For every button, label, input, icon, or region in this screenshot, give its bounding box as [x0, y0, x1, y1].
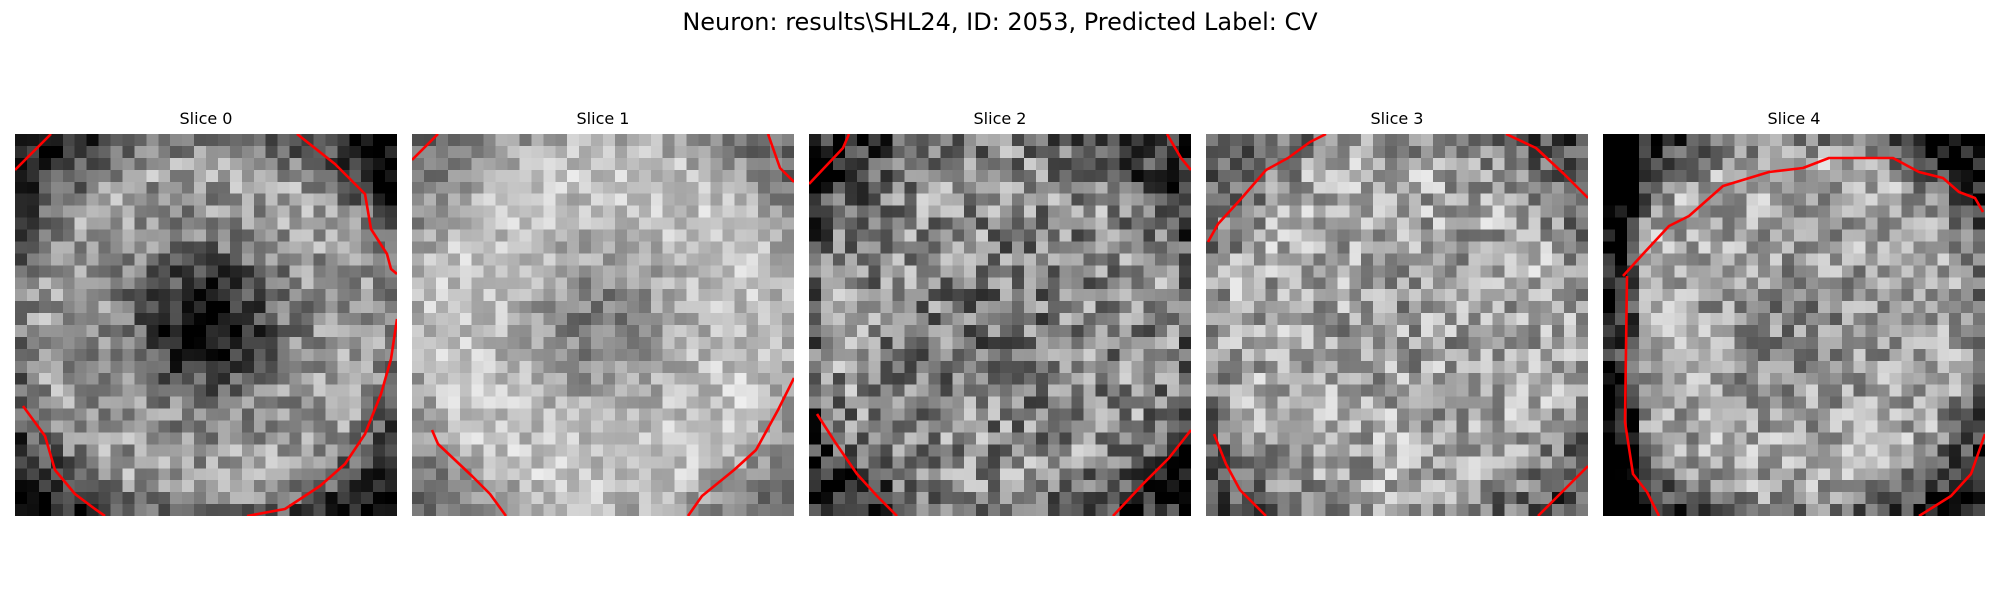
slice-title: Slice 4: [1767, 109, 1821, 128]
contour-line: [21, 405, 106, 516]
contour-line: [1112, 429, 1191, 516]
slice-image: [412, 134, 794, 516]
pixel-grid: [1206, 134, 1588, 516]
contour-line: [686, 377, 794, 516]
slice-title: Slice 0: [179, 109, 233, 128]
contour-line: [1206, 134, 1327, 243]
contour-line: [1212, 433, 1267, 516]
contour-line: [246, 318, 397, 516]
pixel-grid: [15, 134, 397, 516]
contour-line: [15, 134, 52, 171]
contour-line: [1622, 156, 1985, 277]
contour-line: [809, 134, 851, 185]
pixel-grid: [412, 134, 794, 516]
slice-image: [15, 134, 397, 516]
contour-line: [1623, 275, 1661, 516]
pixel-grid: [1603, 134, 1985, 516]
contour-line: [1537, 465, 1588, 516]
contour-line: [815, 413, 898, 516]
pixel-grid: [809, 134, 1191, 516]
figure-title: Neuron: results\SHL24, ID: 2053, Predict…: [682, 8, 1318, 36]
contour-line: [766, 134, 794, 183]
contour-line: [412, 134, 439, 161]
contour-line: [1918, 433, 1985, 516]
slice-image: [1206, 134, 1588, 516]
contour-line: [1165, 134, 1191, 171]
contour-line: [430, 429, 508, 516]
slice-title: Slice 2: [973, 109, 1027, 128]
slice-image: [1603, 134, 1985, 516]
contour-line: [296, 134, 397, 275]
slice-title: Slice 3: [1370, 109, 1424, 128]
slice-title: Slice 1: [576, 109, 630, 128]
slice-image: [809, 134, 1191, 516]
contour-line: [1505, 134, 1588, 199]
